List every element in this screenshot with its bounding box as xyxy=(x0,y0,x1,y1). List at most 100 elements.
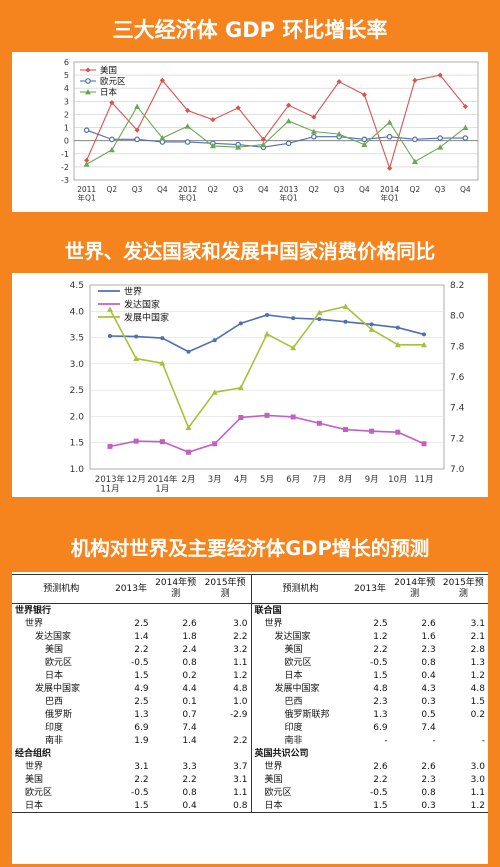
table-cell-value: 0.5 xyxy=(421,709,436,720)
data-point xyxy=(185,424,192,430)
table-cell-value xyxy=(199,603,252,617)
table-header-cell: 预测机构 xyxy=(12,574,111,604)
table-cell-name: 南非 xyxy=(284,735,303,746)
table-row: 世界 3.1 3.3 3.7 世界 2.6 2.6 3.0 xyxy=(12,760,488,773)
table-cell-name: 联合国 xyxy=(254,605,282,616)
table-header-cell: 2013年 xyxy=(349,574,391,604)
table-cell-value xyxy=(152,747,200,760)
table-cell-value: 2.3 xyxy=(421,774,436,785)
data-point xyxy=(368,326,375,332)
x-tick-label: Q3 xyxy=(435,185,446,194)
data-point xyxy=(369,428,375,434)
table-cell-value: 4.8 xyxy=(470,683,485,694)
table-cell-value: 1.6 xyxy=(421,631,436,642)
table-cell-value: 1.2 xyxy=(438,799,488,813)
series-line-3 xyxy=(86,105,466,165)
y-right-tick-label: 7.4 xyxy=(450,404,465,414)
forecast-table: 预测机构 2013年 2014年预测 2015年预测预测机构 2013年 2014年预测 2… xyxy=(12,574,488,813)
data-point xyxy=(211,389,218,395)
y-right-tick-label: 7.2 xyxy=(450,434,464,444)
table-cell-name: 日本 xyxy=(284,670,303,681)
table-cell-value: 2.2 xyxy=(199,734,252,747)
table-cell-value: 3.1 xyxy=(199,773,252,786)
table-row: 日本 1.5 0.4 0.8 日本 1.5 0.3 1.2 xyxy=(12,799,488,813)
data-point xyxy=(133,438,139,444)
data-point xyxy=(462,124,469,130)
table-cell-name: 世界 xyxy=(264,761,283,772)
table-cell-value: 0.8 xyxy=(182,787,197,798)
data-point xyxy=(395,325,400,330)
table-cell-name: 美国 xyxy=(25,774,44,785)
data-point xyxy=(437,72,443,78)
data-point xyxy=(84,157,90,163)
table-header-cell: 预测机构 xyxy=(251,574,350,604)
table-cell-value xyxy=(439,747,488,760)
data-point xyxy=(134,136,140,143)
table-cell-value: 1.1 xyxy=(470,787,485,798)
legend-marker xyxy=(85,89,91,95)
y-tick-label: 6 xyxy=(64,58,69,67)
table-cell-name: 南非 xyxy=(45,735,64,746)
x-tick-label: Q3 xyxy=(334,185,345,194)
table-cell-name: 发展中国家 xyxy=(35,683,81,694)
data-point xyxy=(237,384,244,391)
data-point xyxy=(311,114,317,120)
data-point xyxy=(260,136,266,142)
data-point xyxy=(394,341,401,348)
table-cell-name: 欧元区 xyxy=(264,787,292,798)
series-line-2 xyxy=(86,129,466,148)
legend-label: 发达国家 xyxy=(124,299,160,311)
table-cell-value: 3.1 xyxy=(470,618,485,629)
table-cell-value: - xyxy=(432,735,436,746)
plot-frame xyxy=(89,284,445,470)
data-point xyxy=(412,77,418,83)
data-point xyxy=(186,449,191,455)
table-cell-name: 发达国家 xyxy=(274,631,311,642)
table-cell-value: 0.4 xyxy=(151,799,200,813)
data-point xyxy=(386,119,393,125)
table-cell-value: -0.5 xyxy=(131,787,149,798)
data-point xyxy=(134,127,140,133)
y-left-tick-label: 2.5 xyxy=(70,386,84,396)
data-point xyxy=(369,322,374,327)
table-cell-value: 0.8 xyxy=(182,657,197,668)
table-cell-value: 0.3 xyxy=(421,696,436,707)
table-row: 世界银行 联合国 xyxy=(12,603,488,618)
y-left-tick-label: 1.5 xyxy=(70,439,84,449)
x-tick-label: 11月 xyxy=(414,475,433,485)
table-cell-name: 发展中国家 xyxy=(274,683,320,694)
data-point xyxy=(285,118,292,124)
table-row: 美国 2.2 2.4 3.2 美国 2.2 2.3 2.8 xyxy=(12,643,488,656)
table-cell-name: 巴西 xyxy=(45,696,64,707)
data-point xyxy=(107,306,113,312)
x-tick-label: Q2 xyxy=(410,185,421,194)
table-cell-value: 6.9 xyxy=(373,722,388,733)
data-point xyxy=(159,360,166,366)
table-cell-value xyxy=(350,604,391,618)
data-point xyxy=(290,344,297,351)
table-cell-value: 1.4 xyxy=(182,735,197,746)
table-cell-value: 3.7 xyxy=(199,760,252,773)
y-right-tick-label: 7.6 xyxy=(450,373,465,383)
table-cell-value xyxy=(111,604,152,618)
data-point xyxy=(421,341,427,348)
table-row: 印度 6.9 7.4 印度 6.9 7.4 xyxy=(12,721,488,734)
x-tick-label: 2014 年Q1 xyxy=(380,185,399,203)
data-point xyxy=(159,77,165,83)
table-cell-value: 4.8 xyxy=(199,682,252,695)
y-left-tick-label: 3.5 xyxy=(70,334,84,344)
x-tick-label: Q4 xyxy=(460,185,471,194)
legend-label: 世界 xyxy=(124,286,142,298)
y-left-tick-label: 4.5 xyxy=(70,281,84,291)
table-cell-value: 2.6 xyxy=(182,618,197,629)
table-cell-value: 2.2 xyxy=(134,644,149,655)
data-point xyxy=(83,127,90,133)
table-cell-value: 2.2 xyxy=(134,774,149,785)
title-cpi: 世界、发达国家和发展中国家消费价格同比 xyxy=(64,240,436,263)
table-header-cell: 2014年预测 xyxy=(390,574,439,604)
table-cell-name: 日本 xyxy=(251,799,350,813)
data-point xyxy=(235,105,241,111)
table-cell-value: 1.3 xyxy=(134,709,149,720)
data-point xyxy=(159,135,166,141)
data-point xyxy=(437,144,444,150)
